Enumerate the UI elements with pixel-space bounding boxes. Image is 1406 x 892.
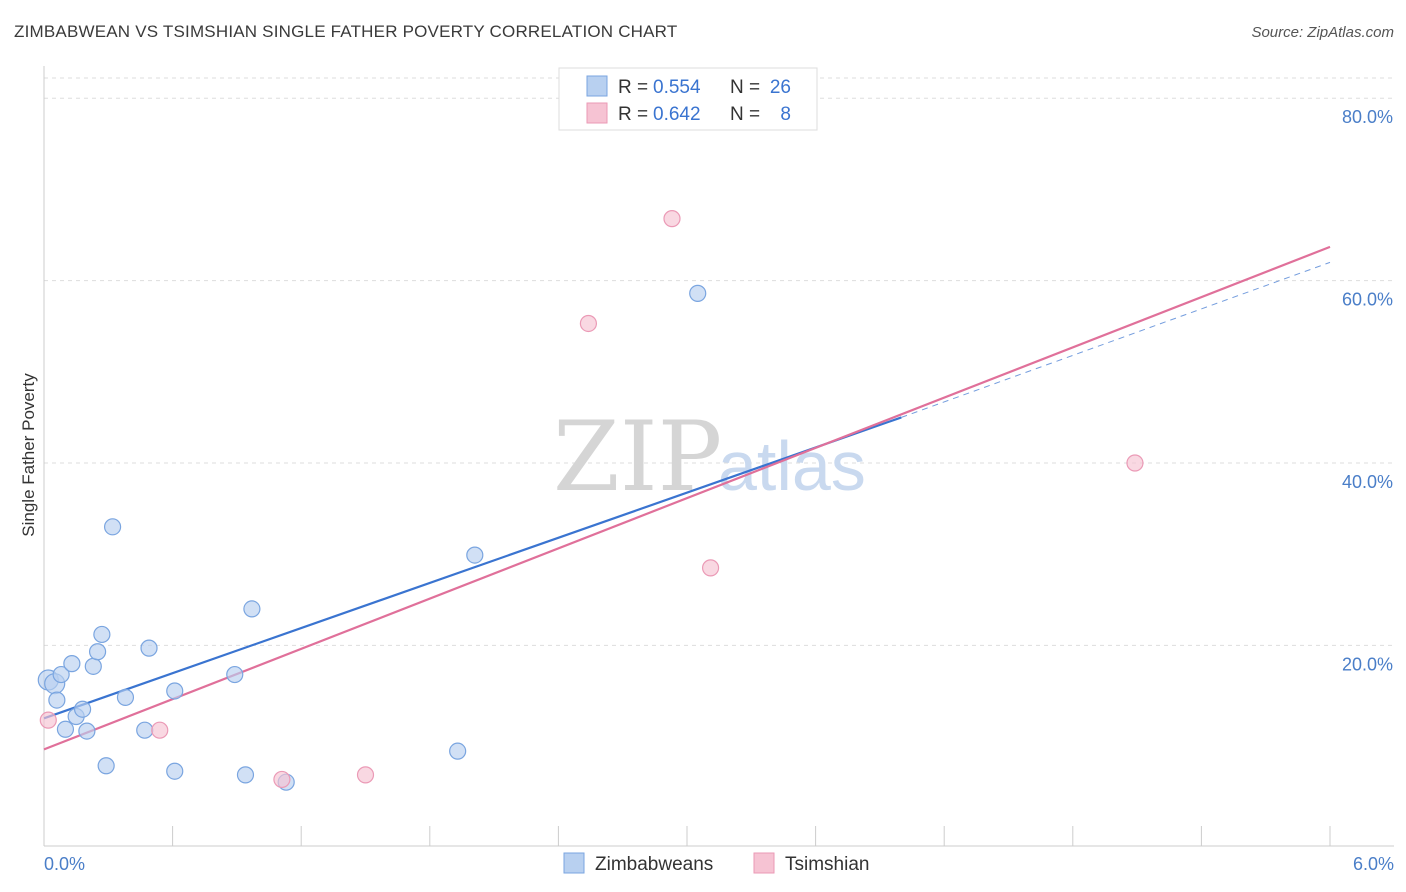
- x-tick-labels: 0.0% 6.0%: [44, 854, 1394, 874]
- trend-lines: [43, 245, 1331, 751]
- legend-swatch-tsimshian: [586, 102, 608, 124]
- point-tsimshian-4: [579, 314, 598, 333]
- stats-legend: R = 0.554 N = 26 R = 0.642 N = 8: [558, 67, 818, 131]
- point-zimbabweans-5: [63, 655, 81, 673]
- series-legend-swatch-tsimshian: [753, 852, 775, 874]
- point-tsimshian-7: [1126, 454, 1144, 472]
- point-zimbabweans-4: [56, 720, 75, 738]
- point-tsimshian-2: [273, 770, 291, 789]
- y-axis-label: Single Father Poverty: [19, 373, 38, 537]
- y-tick-label-60: 60.0%: [1342, 290, 1393, 310]
- chart-title: ZIMBABWEAN VS TSIMSHIAN SINGLE FATHER PO…: [14, 22, 678, 41]
- point-zimbabweans-12: [97, 757, 115, 775]
- source-label: Source: ZipAtlas.com: [1251, 24, 1394, 41]
- y-tick-labels: 20.0% 40.0% 60.0% 80.0%: [1342, 107, 1393, 674]
- point-zimbabweans-15: [136, 721, 154, 739]
- point-tsimshian-5: [663, 210, 681, 228]
- point-zimbabweans-14: [116, 688, 135, 706]
- x-tick-label-min: 0.0%: [44, 854, 85, 874]
- point-zimbabweans-8: [78, 722, 96, 740]
- point-tsimshian-3: [356, 766, 375, 784]
- point-zimbabweans-9: [84, 657, 102, 675]
- point-tsimshian-6: [701, 559, 720, 577]
- series-legend-label-zimbabweans: Zimbabweans: [595, 854, 713, 875]
- watermark: ZIP atlas: [553, 401, 866, 513]
- point-zimbabweans-2: [48, 691, 66, 709]
- point-zimbabweans-19: [226, 665, 244, 684]
- point-zimbabweans-16: [140, 639, 158, 657]
- legend-r-value-1: 0.554: [653, 77, 701, 98]
- point-zimbabweans-10: [88, 643, 107, 661]
- point-zimbabweans-3: [52, 665, 70, 684]
- legend-swatch-zimbabweans: [586, 75, 608, 97]
- y-tick-label-20: 20.0%: [1342, 654, 1393, 674]
- legend-r-label-1: R =: [618, 77, 648, 98]
- legend-n-value-2: 8: [780, 104, 791, 125]
- point-zimbabweans-13: [103, 518, 122, 536]
- point-tsimshian-0: [39, 711, 57, 729]
- legend-n-label-2: N =: [730, 104, 760, 125]
- point-zimbabweans-11: [93, 625, 111, 644]
- legend-n-value-1: 26: [770, 77, 791, 98]
- x-tick-label-max: 6.0%: [1353, 854, 1394, 874]
- grid-lines: [44, 77, 1394, 646]
- trend-line-zimbabweans-extension: [901, 261, 1331, 418]
- trend-line-tsimshian: [43, 245, 1331, 751]
- series-legend-label-tsimshian: Tsimshian: [785, 854, 869, 875]
- series-legend: Zimbabweans Tsimshian: [563, 852, 869, 875]
- legend-n-label-1: N =: [730, 77, 760, 98]
- y-tick-label-40: 40.0%: [1342, 472, 1393, 492]
- point-zimbabweans-21: [243, 600, 261, 618]
- point-zimbabweans-7: [73, 700, 92, 718]
- legend-r-value-2: 0.642: [653, 104, 701, 125]
- point-zimbabweans-20: [236, 766, 255, 784]
- point-zimbabweans-18: [166, 762, 184, 780]
- point-zimbabweans-17: [166, 682, 184, 700]
- trend-line-zimbabweans: [43, 416, 902, 720]
- y-tick-label-80: 80.0%: [1342, 107, 1393, 127]
- watermark-zip: ZIP: [553, 401, 722, 513]
- data-points: [37, 210, 1144, 791]
- point-tsimshian-1: [151, 721, 169, 739]
- series-legend-swatch-zimbabweans: [563, 852, 585, 874]
- watermark-atlas: atlas: [718, 427, 866, 505]
- point-zimbabweans-24: [466, 546, 484, 564]
- legend-r-label-2: R =: [618, 104, 648, 125]
- point-zimbabweans-23: [449, 742, 467, 760]
- point-zimbabweans-25: [689, 284, 707, 302]
